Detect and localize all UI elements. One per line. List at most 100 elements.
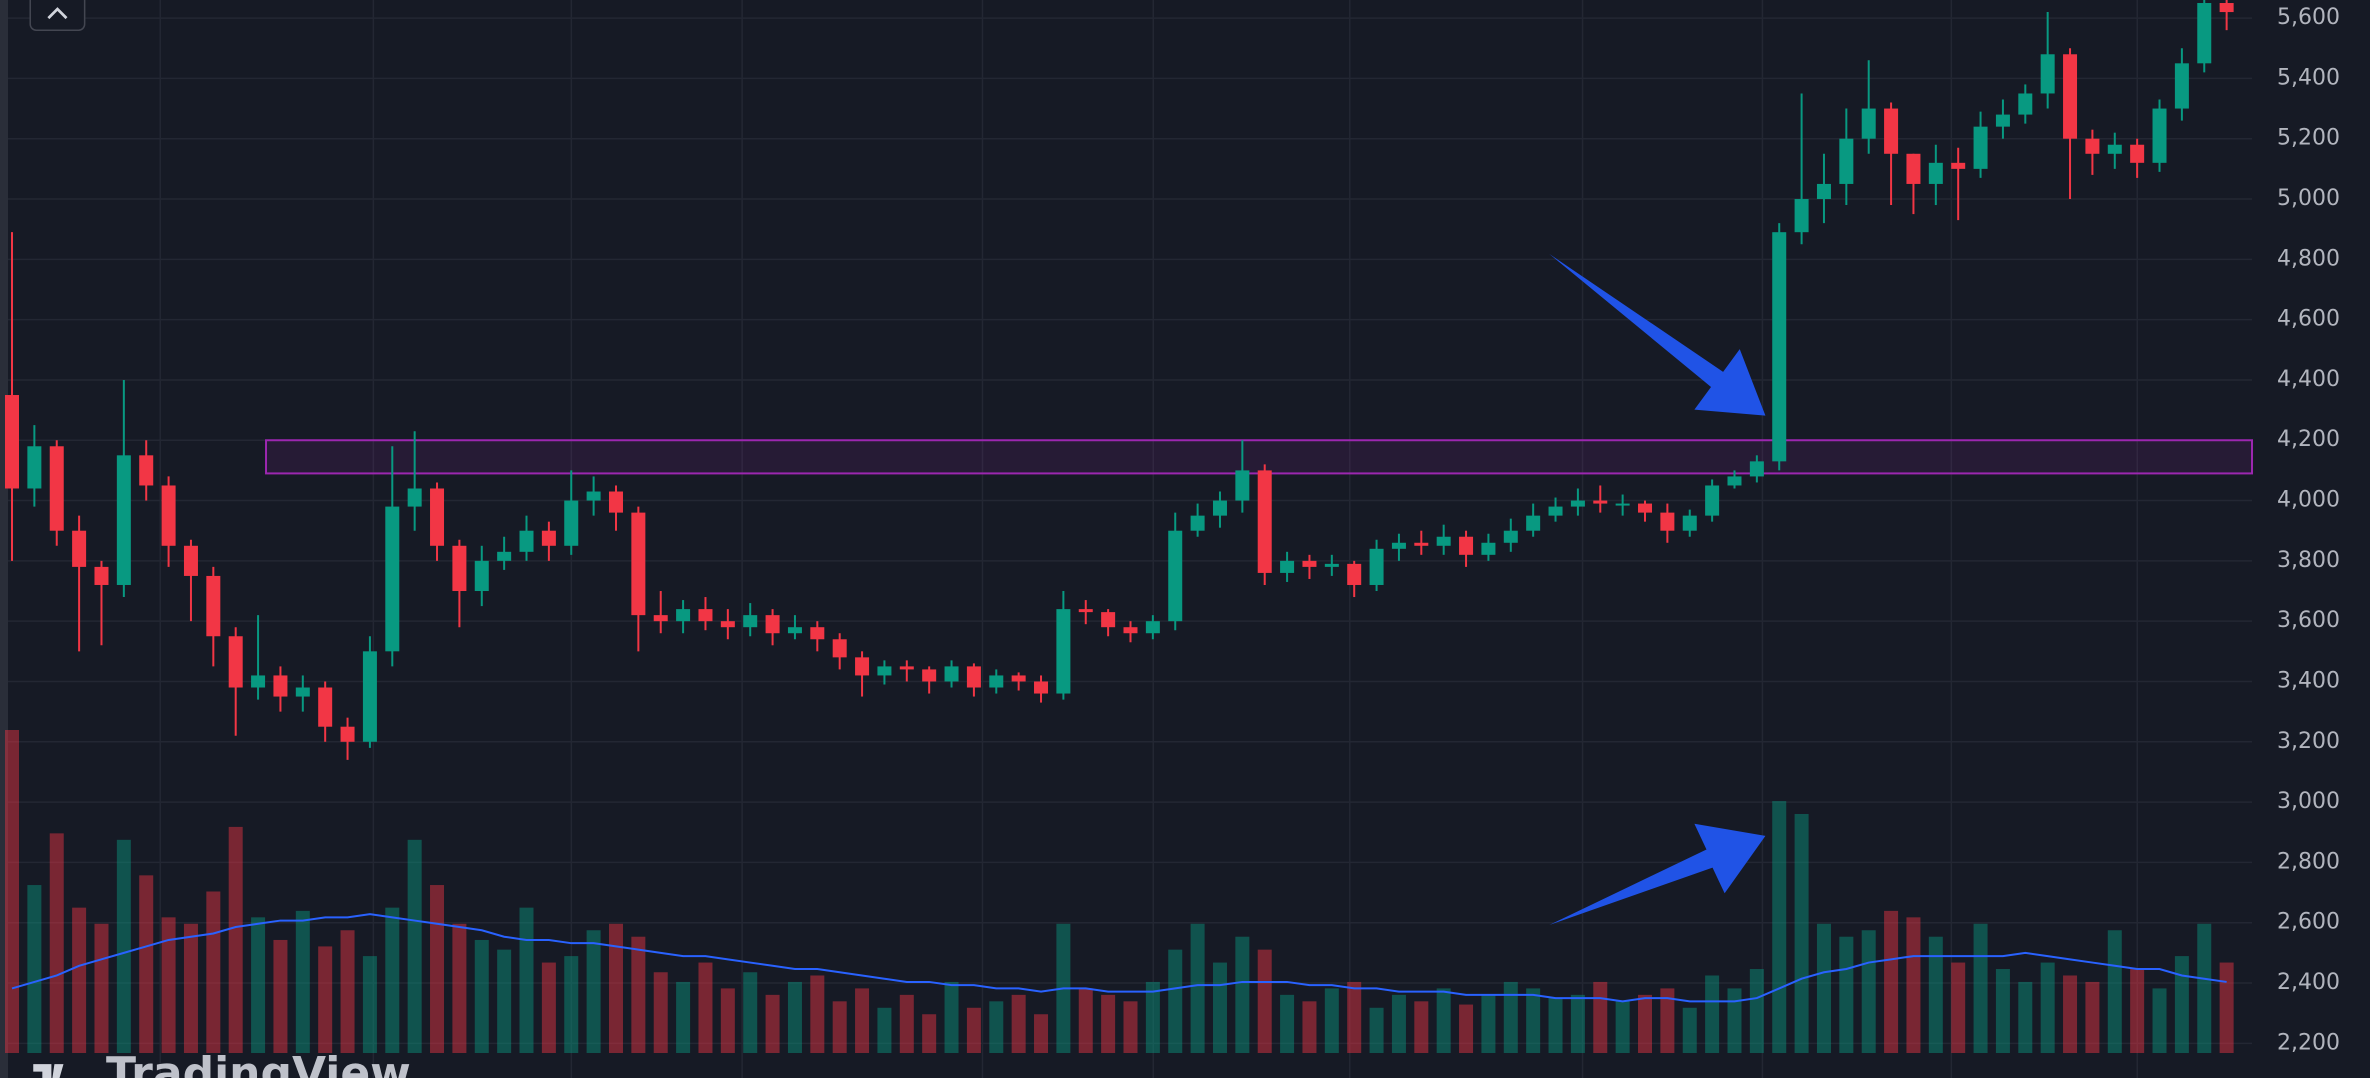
volume-bar xyxy=(1660,988,1675,1053)
volume-bar xyxy=(2152,988,2167,1053)
candle-body xyxy=(161,485,176,546)
volume-bar xyxy=(161,917,176,1053)
volume-bar xyxy=(1078,988,1093,1053)
candle-body xyxy=(2130,144,2145,163)
volume-bar xyxy=(1034,1014,1049,1053)
candle-body xyxy=(1638,503,1653,513)
candle-body xyxy=(2085,138,2100,154)
candle-body xyxy=(877,666,892,676)
volume-bar xyxy=(1369,1007,1384,1053)
volume-bar xyxy=(519,907,534,1053)
zone-layer xyxy=(265,439,2253,475)
candle-body xyxy=(676,609,691,622)
candle-body xyxy=(541,530,556,546)
arrow xyxy=(1549,823,1766,926)
candle-body xyxy=(899,666,914,670)
candle-body xyxy=(1884,108,1899,154)
candle-body xyxy=(989,675,1004,688)
volume-bar xyxy=(497,949,512,1053)
candle-body xyxy=(1257,470,1272,573)
candle-body xyxy=(1436,536,1451,546)
volume-bar xyxy=(608,923,623,1053)
volume-bar xyxy=(966,1007,981,1053)
volume-bar xyxy=(922,1014,937,1053)
candle-body xyxy=(608,491,623,513)
candle-body xyxy=(1481,542,1496,555)
volume-bar xyxy=(1481,994,1496,1053)
candle-body xyxy=(273,675,288,697)
volume-bar xyxy=(116,839,131,1053)
volume-bar xyxy=(1570,994,1585,1053)
candle-body xyxy=(5,395,19,489)
candle-body xyxy=(362,651,377,742)
candle-body xyxy=(49,446,64,531)
y-tick-label: 4,000 xyxy=(2277,488,2340,513)
candle-body xyxy=(385,506,400,652)
candle-body xyxy=(72,530,87,567)
y-tick-label: 2,400 xyxy=(2277,970,2340,995)
volume-pane xyxy=(5,730,2234,1053)
volume-bar xyxy=(989,1001,1004,1053)
candle-body xyxy=(1414,542,1429,546)
volume-bar xyxy=(1794,813,1809,1053)
volume-bar xyxy=(1593,981,1608,1053)
volume-bar xyxy=(720,988,735,1053)
volume-bar xyxy=(340,930,355,1053)
volume-bar xyxy=(855,988,870,1053)
y-tick-label: 2,800 xyxy=(2277,849,2340,874)
candle-body xyxy=(944,666,959,682)
volume-bar xyxy=(586,930,601,1053)
volume-bar xyxy=(2197,923,2212,1053)
volume-bar xyxy=(1995,969,2010,1053)
candle-body xyxy=(1682,515,1697,531)
candle-body xyxy=(1212,500,1227,516)
candle-body xyxy=(1749,461,1764,477)
candle-body xyxy=(2063,54,2078,139)
candle-body xyxy=(1794,199,1809,233)
annotations xyxy=(29,0,1766,1078)
volume-bar xyxy=(787,981,802,1053)
candle-body xyxy=(832,639,847,658)
candle-body xyxy=(1011,675,1026,682)
y-tick-label: 5,600 xyxy=(2277,5,2340,30)
volume-bar xyxy=(1861,930,1876,1053)
volume-bar xyxy=(2219,962,2234,1053)
volume-bar xyxy=(1638,994,1653,1053)
volume-bar xyxy=(899,994,914,1053)
y-tick-label: 3,800 xyxy=(2277,548,2340,573)
candle-body xyxy=(116,455,131,585)
volume-bar xyxy=(2130,969,2145,1053)
candle-body xyxy=(1034,681,1049,694)
candle-body xyxy=(295,687,310,697)
candle-body xyxy=(1928,162,1943,184)
volume-bar xyxy=(1145,981,1160,1053)
y-tick-label: 4,800 xyxy=(2277,246,2340,271)
volume-bar xyxy=(631,936,646,1053)
volume-bar xyxy=(385,907,400,1053)
candle-body xyxy=(1123,627,1138,634)
volume-bar xyxy=(810,975,825,1053)
volume-bar xyxy=(1302,1001,1317,1053)
candle-body xyxy=(966,666,981,688)
volume-bar xyxy=(653,972,668,1053)
candle-body xyxy=(2107,144,2122,154)
watermark: TradingView xyxy=(106,1048,411,1078)
candle-body xyxy=(340,726,355,742)
y-tick-label: 2,600 xyxy=(2277,910,2340,935)
volume-bar xyxy=(1906,917,1921,1053)
volume-bar xyxy=(1839,936,1854,1053)
candle-body xyxy=(27,446,42,489)
volume-bar xyxy=(2085,981,2100,1053)
y-tick-label: 3,200 xyxy=(2277,729,2340,754)
candle-body xyxy=(922,669,937,682)
volume-bar xyxy=(273,939,288,1053)
candle-body xyxy=(1056,609,1071,694)
volume-bar xyxy=(430,885,445,1053)
collapse-button[interactable] xyxy=(29,0,86,31)
volume-bar xyxy=(1190,923,1205,1053)
volume-bar xyxy=(1951,962,1966,1053)
volume-bar xyxy=(1928,936,1943,1053)
y-tick-label: 3,000 xyxy=(2277,789,2340,814)
candle-body xyxy=(1280,560,1295,573)
y-tick-label: 5,400 xyxy=(2277,65,2340,90)
